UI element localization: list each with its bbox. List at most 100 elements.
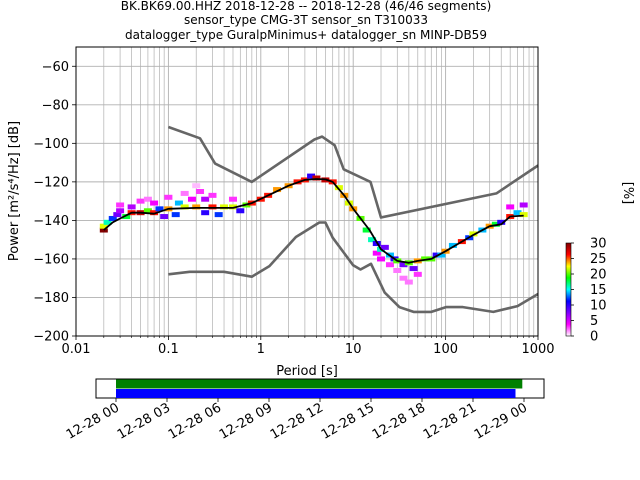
psd-cell bbox=[228, 196, 237, 202]
psd-cell bbox=[409, 266, 418, 272]
psd-cell bbox=[116, 202, 125, 208]
chart-title-line1: BK.BK69.00.HHZ 2018-12-28 -- 2018-12-28 … bbox=[121, 0, 492, 13]
psd-cell bbox=[399, 262, 408, 268]
y-tick-label: −60 bbox=[42, 60, 69, 75]
colorbar-tick-label: 5 bbox=[590, 314, 598, 329]
plot-frame bbox=[75, 46, 539, 337]
timeline-tick-label: 12-28 06 bbox=[166, 400, 224, 442]
timeline-tick-label: 12-29 00 bbox=[472, 400, 530, 442]
psd-cell bbox=[116, 208, 125, 214]
psd-cell bbox=[362, 227, 371, 233]
psd-cell bbox=[196, 189, 205, 194]
psd-cell bbox=[377, 256, 386, 262]
psd-cell bbox=[187, 196, 196, 202]
mean-psd-line bbox=[103, 178, 524, 264]
y-ticks: −200 −180 −160 −140 −120 −100 −80 −60 bbox=[33, 60, 76, 345]
colorbar-tick-label: 15 bbox=[590, 283, 607, 298]
psd-cell bbox=[127, 204, 136, 210]
psd-cell bbox=[174, 200, 183, 206]
psd-cell bbox=[208, 192, 217, 198]
low-noise-model-line bbox=[168, 221, 539, 314]
psd-cell bbox=[155, 206, 164, 212]
y-tick-label: −180 bbox=[33, 291, 69, 306]
colorbar-tick-label: 0 bbox=[590, 330, 598, 345]
timeline-tick-label: 12-28 18 bbox=[370, 400, 428, 442]
psd-cell bbox=[228, 204, 237, 210]
colorbar-gradient bbox=[565, 242, 572, 337]
noise-models bbox=[167, 125, 539, 314]
psd-cell bbox=[437, 252, 446, 258]
psd-cell bbox=[143, 196, 152, 202]
psd-cell bbox=[385, 262, 394, 268]
psd-cell bbox=[201, 210, 210, 216]
colorbar-tick-label: 10 bbox=[590, 299, 607, 314]
psd-cell bbox=[192, 204, 201, 210]
psd-cell bbox=[399, 275, 408, 281]
coverage-bar bbox=[116, 379, 523, 389]
colorbar-tick-label: 20 bbox=[590, 268, 607, 283]
psd-cell bbox=[312, 175, 321, 181]
timeline-tick-label: 12-28 15 bbox=[319, 400, 377, 442]
psd-cell bbox=[208, 204, 217, 210]
mean-psd bbox=[103, 178, 524, 264]
psd-cell bbox=[497, 219, 506, 225]
psd-cell bbox=[506, 204, 515, 210]
x-axis-label: Period [s] bbox=[276, 364, 338, 379]
timeline-tick-label: 12-28 12 bbox=[268, 400, 326, 442]
timeline-tick-label: 12-28 00 bbox=[64, 400, 122, 442]
psd-cell bbox=[380, 244, 389, 250]
psd-cell bbox=[236, 208, 245, 214]
psd-cell bbox=[180, 204, 189, 210]
psd-cell bbox=[413, 271, 422, 277]
psd-cell bbox=[192, 183, 201, 189]
psd-cell bbox=[150, 200, 159, 206]
colorbar-tick-label: 25 bbox=[590, 252, 607, 267]
psd-cell bbox=[103, 219, 112, 225]
psd-cell bbox=[113, 212, 122, 218]
colorbar-label: [%] bbox=[620, 182, 635, 205]
psd-cell bbox=[513, 210, 522, 216]
psd-cell bbox=[214, 212, 223, 218]
high-noise-model-line bbox=[167, 125, 539, 219]
psd-cell bbox=[491, 221, 500, 227]
psd-cell bbox=[404, 279, 413, 285]
y-tick-label: −120 bbox=[33, 175, 69, 190]
x-tick-label: 1 bbox=[257, 342, 265, 357]
timeline-tick-label: 12-28 09 bbox=[217, 400, 275, 442]
grid bbox=[75, 47, 538, 337]
y-tick-label: −80 bbox=[42, 98, 69, 113]
psd-cell bbox=[273, 187, 282, 193]
psd-cell bbox=[393, 267, 402, 273]
x-ticks: 0.01 0.1 1 10 100 1000 bbox=[62, 336, 555, 357]
psd-cell bbox=[108, 215, 117, 221]
psd-cell bbox=[220, 204, 229, 210]
psd-cell bbox=[143, 208, 152, 214]
psd-cell bbox=[99, 227, 108, 233]
x-tick-label: 10 bbox=[345, 342, 362, 357]
psd-plot-area: 0.01 0.1 1 10 100 1000 −200 −180 −160 −140 −120 −1… bbox=[33, 46, 555, 357]
x-tick-label: 1000 bbox=[521, 342, 554, 357]
y-tick-label: −160 bbox=[33, 252, 69, 267]
psd-cell bbox=[372, 250, 381, 256]
psd-cell bbox=[160, 214, 169, 220]
x-tick-label: 0.1 bbox=[158, 342, 179, 357]
psd-cell bbox=[180, 190, 189, 196]
y-tick-label: −200 bbox=[33, 330, 69, 345]
x-tick-label: 0.01 bbox=[62, 342, 91, 357]
x-tick-label: 100 bbox=[433, 342, 458, 357]
chart-title-line2: sensor_type CMG-3T sensor_sn T310033 bbox=[184, 13, 428, 27]
y-axis-label: Power [m²/s⁴/Hz] [dB] bbox=[7, 121, 22, 261]
timeline-tick-label: 12-28 03 bbox=[115, 400, 173, 442]
psd-cell bbox=[150, 210, 159, 216]
psd-cell bbox=[368, 237, 377, 243]
coverage-bars bbox=[116, 379, 523, 398]
chart-title-line3: datalogger_type GuralpMinimus+ datalogge… bbox=[125, 28, 487, 42]
psd-cell bbox=[201, 196, 210, 202]
y-tick-label: −100 bbox=[33, 137, 69, 152]
psd-cell bbox=[307, 173, 316, 179]
